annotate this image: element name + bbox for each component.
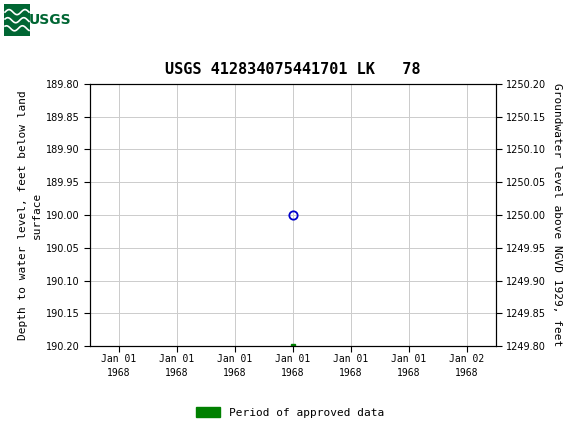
FancyBboxPatch shape [3,3,71,37]
Text: USGS: USGS [28,13,71,27]
FancyBboxPatch shape [4,4,30,37]
Y-axis label: Groundwater level above NGVD 1929, feet: Groundwater level above NGVD 1929, feet [552,83,562,347]
Y-axis label: Depth to water level, feet below land
surface: Depth to water level, feet below land su… [17,90,42,340]
Legend: Period of approved data: Period of approved data [191,403,389,422]
Title: USGS 412834075441701 LK   78: USGS 412834075441701 LK 78 [165,62,420,77]
